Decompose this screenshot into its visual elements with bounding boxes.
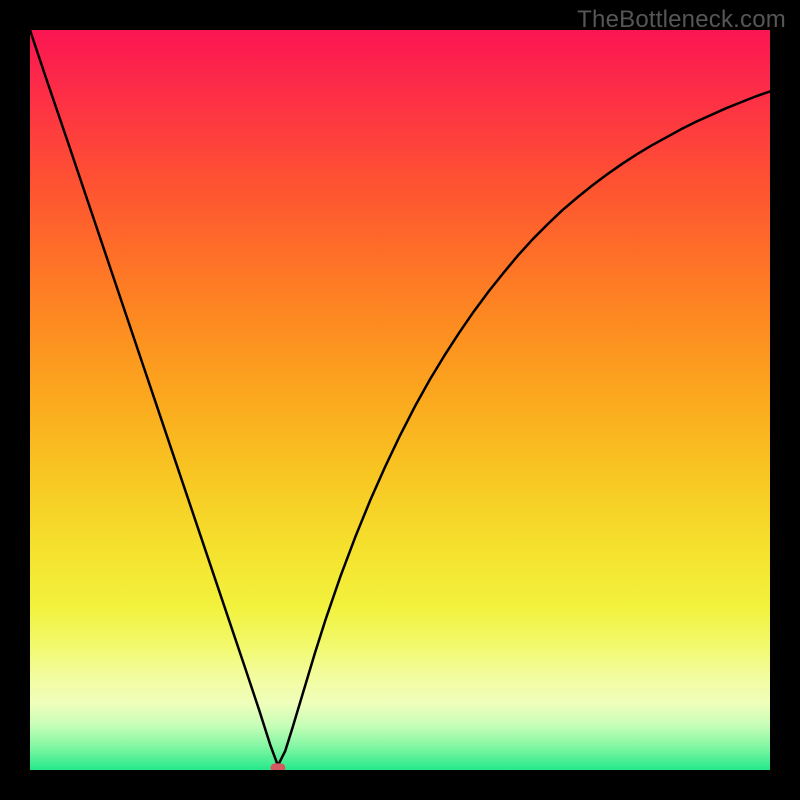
minimum-marker	[271, 763, 286, 770]
bottleneck-curve	[30, 30, 770, 766]
curve-layer	[30, 30, 770, 770]
plot-area	[30, 30, 770, 770]
chart-frame: TheBottleneck.com	[0, 0, 800, 800]
